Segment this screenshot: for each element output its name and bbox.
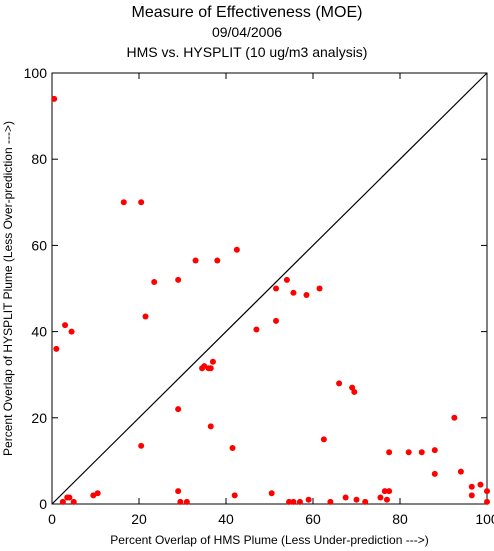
data-point [377, 494, 384, 501]
data-point [177, 498, 184, 505]
data-point [94, 490, 101, 497]
data-point [477, 481, 484, 488]
data-point [209, 358, 216, 365]
data-point [283, 276, 290, 283]
x-tick-label: 80 [392, 511, 408, 527]
data-point [286, 498, 293, 505]
data-point [342, 494, 349, 501]
data-point [484, 498, 490, 505]
data-point [405, 449, 412, 456]
x-tick-label: 40 [218, 511, 234, 527]
data-point [320, 436, 327, 443]
data-point [66, 494, 73, 501]
data-point [303, 291, 310, 298]
x-tick-label: 100 [475, 511, 494, 527]
data-point [431, 447, 438, 454]
data-point [268, 490, 275, 497]
data-point [451, 414, 458, 421]
data-point [138, 442, 145, 449]
data-point [290, 289, 297, 296]
data-point [468, 492, 475, 499]
data-point [175, 488, 182, 495]
data-point [468, 483, 475, 490]
data-point [62, 322, 69, 329]
data-point [273, 285, 280, 292]
x-tick-label: 20 [131, 511, 147, 527]
x-tick-label: 0 [48, 511, 56, 527]
data-point [207, 423, 214, 430]
data-point [386, 488, 393, 495]
data-point [316, 285, 323, 292]
data-point [305, 496, 312, 503]
data-point [290, 498, 297, 505]
data-point [175, 406, 182, 413]
data-point [386, 449, 393, 456]
data-point [229, 444, 236, 451]
data-point [418, 449, 425, 456]
data-point [336, 380, 343, 387]
data-point [120, 199, 127, 206]
y-axis-label: Percent Overlap of HYSPLIT Plume (Less O… [1, 121, 15, 456]
data-point [192, 257, 199, 264]
data-point [175, 276, 182, 283]
data-point [484, 488, 490, 495]
data-point [253, 326, 260, 333]
y-tick-label: 100 [24, 65, 48, 81]
data-point [353, 496, 360, 503]
data-point [457, 468, 464, 475]
data-point [381, 488, 388, 495]
y-tick-label: 20 [31, 410, 47, 426]
data-point [207, 365, 214, 372]
data-point [51, 95, 58, 102]
chart-title: Measure of Effectiveness (MOE) [132, 4, 363, 21]
data-point [183, 498, 190, 505]
chart-subtitle: HMS vs. HYSPLIT (10 ug/m3 analysis) [127, 44, 368, 60]
data-point [327, 498, 334, 505]
x-axis-label: Percent Overlap of HMS Plume (Less Under… [110, 533, 428, 547]
data-point [431, 470, 438, 477]
data-point [53, 345, 60, 352]
data-point [351, 388, 358, 395]
chart-date: 09/04/2006 [212, 24, 282, 40]
data-point [151, 279, 158, 286]
y-tick-label: 80 [31, 151, 47, 167]
axis-ticks: 0 20 40 60 80 100 0 20 40 60 80 100 [24, 65, 494, 527]
data-point [59, 498, 66, 505]
data-point [68, 328, 75, 335]
data-point [296, 498, 303, 505]
plot-frame [51, 72, 488, 505]
data-points [51, 95, 490, 505]
data-point [138, 199, 145, 206]
data-point [231, 492, 238, 499]
diagonal-reference-line [51, 72, 488, 505]
data-point [214, 257, 221, 264]
data-point [70, 498, 77, 505]
y-tick-label: 40 [31, 324, 47, 340]
data-point [233, 246, 240, 253]
y-tick-label: 60 [31, 237, 47, 253]
y-tick-label: 0 [39, 496, 47, 512]
data-point [273, 317, 280, 324]
data-point [383, 496, 390, 503]
x-tick-label: 60 [305, 511, 321, 527]
data-point [362, 498, 369, 505]
data-point [142, 313, 149, 320]
